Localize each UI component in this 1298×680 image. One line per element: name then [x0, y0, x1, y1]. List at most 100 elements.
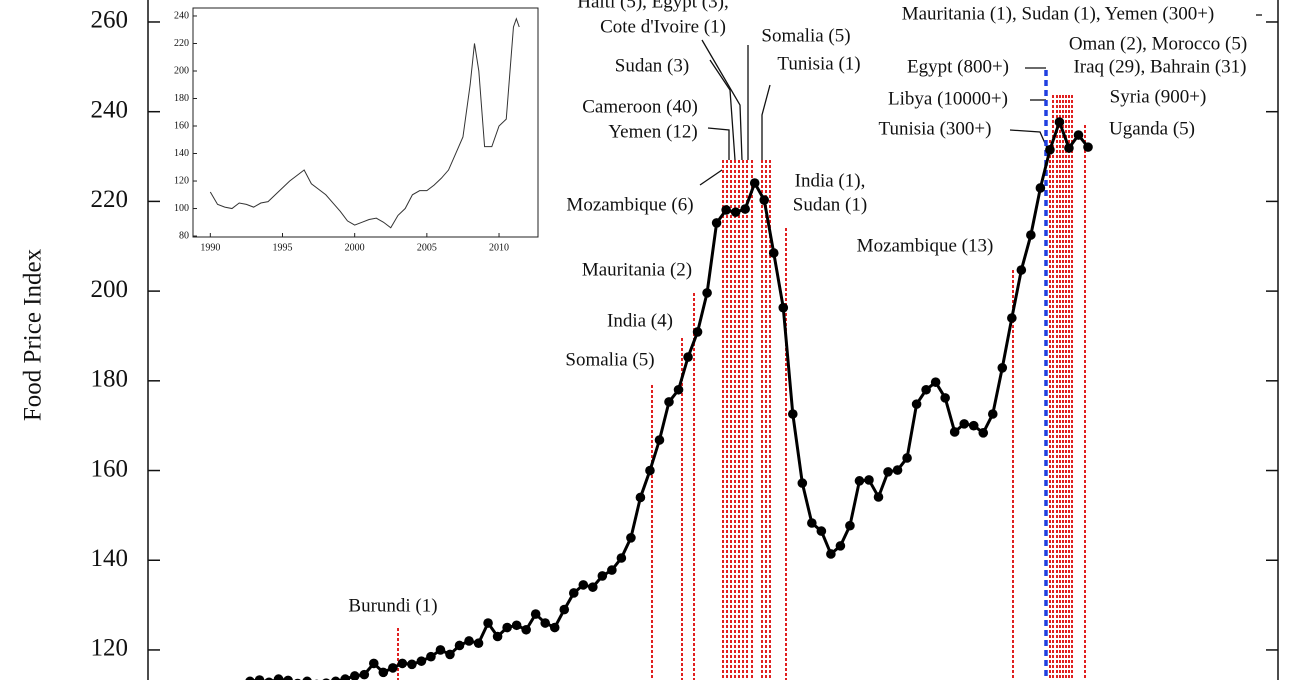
data-point [530, 609, 541, 619]
data-point [302, 676, 312, 680]
data-point [568, 588, 579, 598]
data-point [826, 549, 836, 559]
data-point [540, 618, 551, 628]
data-point [426, 651, 436, 662]
data-point [464, 636, 474, 646]
y-tick-label: 260 [91, 7, 129, 34]
data-point [683, 352, 693, 362]
data-point [502, 622, 512, 633]
inset-x-tick-label: 2005 [417, 242, 437, 253]
data-point [930, 377, 941, 387]
data-point [864, 475, 874, 485]
inset-x-tick-label: 1995 [272, 242, 292, 253]
inset-y-tick-label: 80 [179, 230, 189, 241]
data-point [331, 676, 341, 680]
data-point [968, 420, 979, 431]
data-point [845, 520, 855, 531]
y-tick-label: 180 [91, 366, 129, 393]
data-point [559, 604, 570, 615]
y-tick-label: 120 [91, 635, 129, 662]
data-point [283, 675, 293, 680]
data-point [454, 640, 465, 651]
data-point [997, 363, 1008, 373]
annotation: Mozambique (13) [857, 235, 994, 256]
y-tick-label: 200 [91, 276, 129, 303]
annotation: Syria (900+) [1110, 86, 1207, 107]
data-point [807, 518, 817, 528]
data-point [549, 622, 560, 633]
y-tick-label: 140 [91, 545, 129, 572]
data-point [740, 204, 750, 214]
data-point [616, 553, 627, 563]
data-point [264, 677, 274, 680]
data-point [273, 674, 284, 680]
data-point [626, 533, 636, 543]
data-point [378, 667, 389, 678]
data-point [1054, 117, 1065, 127]
data-point [340, 674, 351, 680]
leader [707, 127, 730, 160]
data-point [349, 671, 360, 680]
data-point [721, 205, 731, 215]
data-point [711, 218, 722, 228]
data-point [359, 669, 370, 680]
annotation: Tunisia (1) [777, 53, 860, 74]
data-point [759, 195, 770, 205]
data-point [635, 492, 646, 503]
data-point [730, 207, 741, 217]
leader [699, 169, 723, 186]
data-point [664, 397, 674, 407]
data-point [588, 582, 598, 592]
annotation: Sudan (1) [793, 194, 867, 215]
data-point [921, 384, 931, 395]
data-point [835, 541, 846, 551]
inset-x-tick-label: 2000 [345, 242, 365, 253]
annotation: Tunisia (300+) [879, 118, 992, 139]
data-point [607, 565, 617, 575]
inset-y-tick-label: 100 [174, 203, 189, 214]
annotation: Mauritania (2) [582, 259, 692, 280]
data-point [445, 649, 455, 660]
annotation: Iraq (29), Bahrain (31) [1073, 56, 1246, 77]
leader [701, 39, 743, 161]
data-point [692, 327, 703, 337]
data-point [1073, 130, 1084, 140]
data-point [1064, 143, 1074, 153]
annotation: Libya (10000+) [888, 88, 1008, 109]
leader [709, 59, 736, 161]
data-point [1007, 313, 1017, 323]
inset-y-tick-label: 220 [174, 38, 189, 49]
data-point [892, 465, 903, 475]
data-point [407, 659, 417, 670]
data-point [645, 465, 655, 476]
data-point [673, 384, 684, 395]
data-point [854, 476, 865, 486]
data-point [940, 393, 950, 403]
annotation: India (1), [795, 170, 866, 191]
y-tick-label: 240 [91, 96, 129, 123]
data-point [959, 419, 970, 429]
annotation: India (4) [607, 310, 673, 331]
annotation: Somalia (5) [565, 349, 654, 370]
data-point [1016, 265, 1027, 275]
data-point [902, 453, 912, 463]
annotation: Sudan (3) [615, 55, 689, 76]
data-point [1045, 145, 1055, 155]
data-point [483, 618, 493, 628]
data-point [245, 676, 255, 680]
data-point [511, 620, 522, 631]
inset-y-tick-label: 120 [174, 175, 189, 186]
y-tick-label: 160 [91, 455, 129, 482]
data-point [368, 658, 379, 669]
inset-y-tick-label: 180 [174, 93, 189, 104]
data-point [978, 428, 989, 438]
leaders [699, 14, 1262, 186]
data-point [873, 492, 884, 502]
leader [761, 84, 771, 160]
data-point [702, 288, 712, 298]
data-point [254, 675, 265, 680]
data-point [778, 302, 789, 313]
data-point [578, 580, 589, 590]
data-point [1026, 230, 1036, 240]
